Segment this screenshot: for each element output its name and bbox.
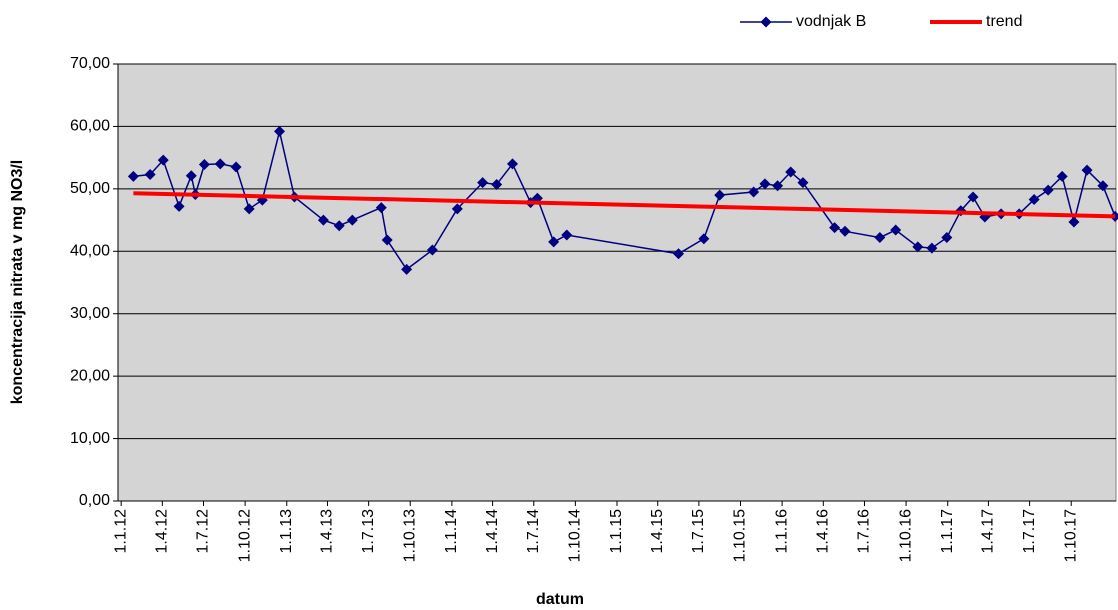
- x-tick-label: 1.7.13: [360, 509, 377, 554]
- marker: [274, 125, 286, 137]
- x-tick-label: 1.1.17: [939, 509, 956, 554]
- marker: [477, 177, 489, 189]
- marker: [333, 220, 345, 232]
- marker: [426, 244, 438, 256]
- marker: [317, 214, 329, 226]
- x-tick-label: 1.1.12: [112, 509, 129, 554]
- marker: [1068, 216, 1080, 228]
- legend-label: vodnjak B: [796, 13, 866, 30]
- x-tick-label: 1.1.16: [773, 509, 790, 554]
- marker: [548, 236, 560, 248]
- marker: [346, 214, 358, 226]
- marker: [173, 200, 185, 212]
- marker: [748, 186, 760, 198]
- marker: [967, 191, 979, 203]
- y-tick-label: 20,00: [70, 367, 110, 384]
- marker: [698, 233, 710, 245]
- x-tick-label: 1.1.14: [443, 509, 460, 554]
- y-axis-title: koncentracija nitrata v mg NO3/l: [9, 160, 26, 405]
- marker: [714, 189, 726, 201]
- y-tick-label: 10,00: [70, 430, 110, 447]
- x-tick-label: 1.7.14: [525, 509, 542, 554]
- y-tick-label: 50,00: [70, 180, 110, 197]
- x-tick-label: 1.4.17: [980, 509, 997, 554]
- x-tick-label: 1.10.15: [732, 509, 749, 562]
- marker: [506, 158, 518, 170]
- marker: [157, 154, 169, 166]
- x-tick-label: 1.7.12: [195, 509, 212, 554]
- y-tick-label: 70,00: [70, 55, 110, 72]
- x-tick-label: 1.10.14: [567, 509, 584, 562]
- marker: [890, 224, 902, 236]
- x-tick-label: 1.1.13: [278, 509, 295, 554]
- y-tick-label: 30,00: [70, 305, 110, 322]
- legend-marker: [760, 16, 772, 28]
- marker: [127, 170, 139, 182]
- marker: [785, 166, 797, 178]
- marker: [198, 159, 210, 171]
- x-tick-label: 1.7.17: [1021, 509, 1038, 554]
- marker: [1056, 170, 1068, 182]
- marker: [829, 222, 841, 234]
- x-axis-title: datum: [536, 591, 584, 608]
- marker: [1028, 193, 1040, 205]
- marker: [1097, 180, 1109, 192]
- legend-label: trend: [986, 13, 1022, 30]
- marker: [941, 232, 953, 244]
- marker: [1081, 164, 1093, 176]
- y-tick-label: 60,00: [70, 118, 110, 135]
- x-tick-label: 1.10.17: [1062, 509, 1079, 562]
- marker: [1042, 184, 1054, 196]
- marker: [243, 203, 255, 215]
- y-tick-label: 40,00: [70, 243, 110, 260]
- x-tick-label: 1.10.12: [236, 509, 253, 562]
- marker: [214, 158, 226, 170]
- x-tick-label: 1.10.16: [897, 509, 914, 562]
- marker: [561, 229, 573, 241]
- x-tick-label: 1.4.15: [649, 509, 666, 554]
- marker: [673, 248, 685, 260]
- marker: [230, 161, 242, 173]
- x-tick-label: 1.7.16: [856, 509, 873, 554]
- x-tick-label: 1.4.13: [319, 509, 336, 554]
- marker: [185, 170, 197, 182]
- marker: [759, 178, 771, 190]
- marker: [375, 202, 387, 214]
- x-tick-label: 1.4.12: [154, 509, 171, 554]
- marker: [491, 178, 503, 190]
- marker: [797, 177, 809, 189]
- marker: [381, 234, 393, 246]
- marker: [874, 232, 886, 244]
- x-tick-label: 1.4.16: [815, 509, 832, 554]
- plot-area: [117, 63, 1117, 502]
- marker: [451, 203, 463, 215]
- marker: [772, 180, 784, 192]
- marker: [401, 263, 413, 275]
- x-tick-label: 1.1.15: [608, 509, 625, 554]
- marker: [839, 225, 851, 237]
- marker: [912, 241, 924, 253]
- y-tick-label: 0,00: [79, 492, 110, 509]
- x-tick-label: 1.7.15: [690, 509, 707, 554]
- x-tick-label: 1.4.14: [484, 509, 501, 554]
- marker: [144, 168, 156, 180]
- series-line: [133, 191, 1116, 219]
- x-tick-label: 1.10.13: [401, 509, 418, 562]
- marker: [926, 242, 938, 254]
